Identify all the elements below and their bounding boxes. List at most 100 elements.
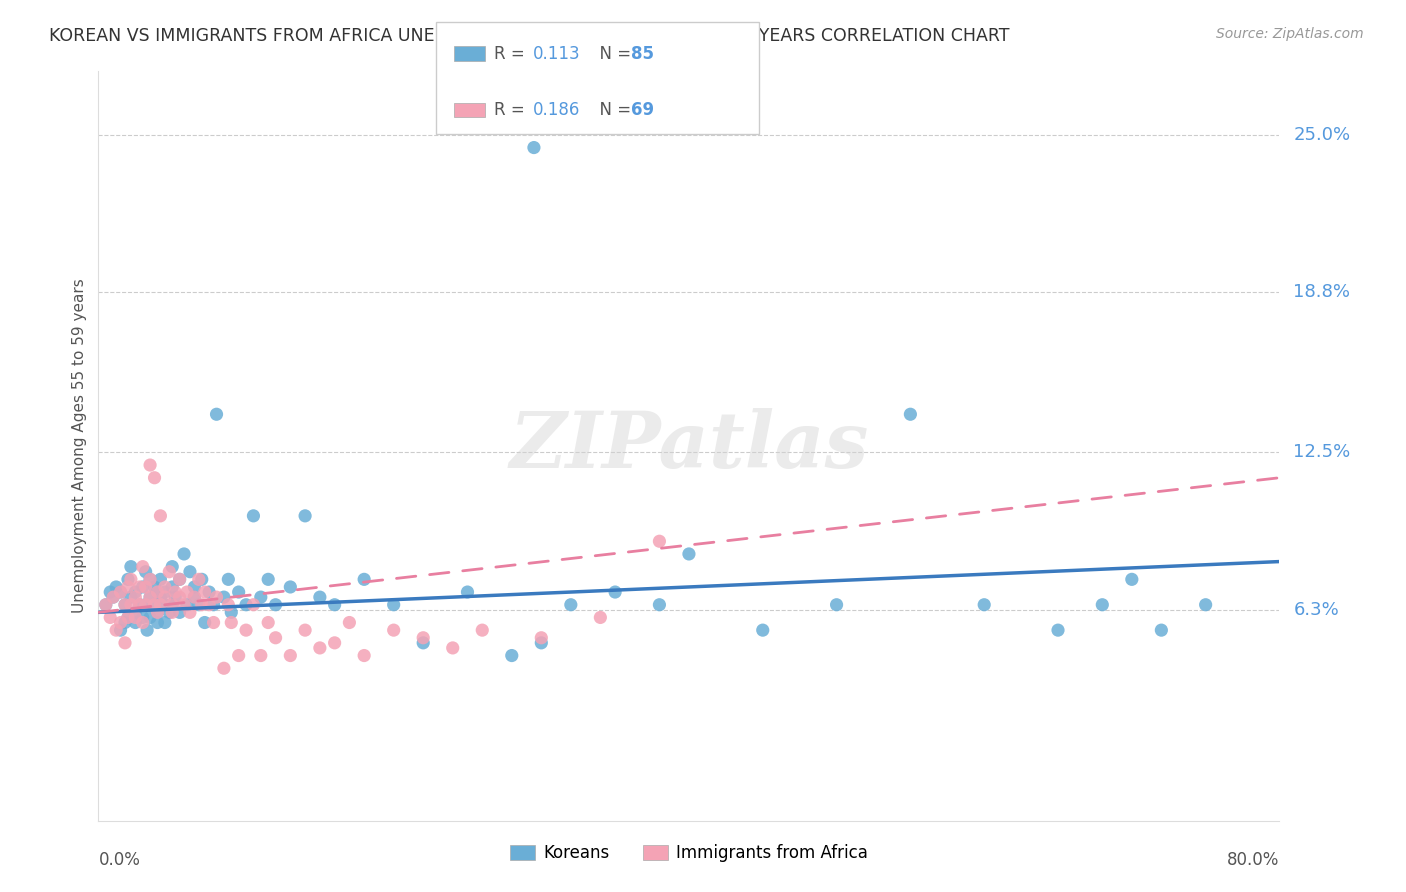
Point xyxy=(825,598,848,612)
Point xyxy=(353,648,375,663)
Point xyxy=(242,598,264,612)
Point xyxy=(1121,572,1143,586)
Point xyxy=(242,508,264,523)
Point xyxy=(441,640,464,655)
Point xyxy=(110,585,132,599)
Point xyxy=(250,648,273,663)
Point xyxy=(221,606,243,620)
Point xyxy=(169,572,191,586)
Text: N =: N = xyxy=(589,101,637,119)
Point xyxy=(157,606,180,620)
Point xyxy=(648,534,671,549)
Text: 69: 69 xyxy=(631,101,654,119)
Point xyxy=(149,508,172,523)
Point xyxy=(530,631,553,645)
Point xyxy=(1195,598,1218,612)
Point xyxy=(194,615,217,630)
Point xyxy=(1150,623,1173,637)
Point xyxy=(124,590,146,604)
Point xyxy=(139,590,162,604)
Point xyxy=(1091,598,1114,612)
Point xyxy=(135,598,157,612)
Point xyxy=(103,590,125,604)
Point xyxy=(183,580,205,594)
Point xyxy=(165,590,187,604)
Point xyxy=(605,585,627,599)
Point xyxy=(139,458,162,472)
Text: R =: R = xyxy=(494,45,530,62)
Point xyxy=(264,631,287,645)
Point xyxy=(217,598,239,612)
Point xyxy=(235,623,257,637)
Point xyxy=(900,407,922,421)
Point xyxy=(98,610,121,624)
Point xyxy=(264,598,287,612)
Point xyxy=(153,598,176,612)
Point xyxy=(157,565,180,579)
Point xyxy=(149,590,172,604)
Point xyxy=(153,580,176,594)
Point xyxy=(124,610,146,624)
Point xyxy=(257,572,280,586)
Point xyxy=(139,590,162,604)
Point xyxy=(110,585,132,599)
Point xyxy=(1046,623,1070,637)
Text: 0.186: 0.186 xyxy=(533,101,581,119)
Text: KOREAN VS IMMIGRANTS FROM AFRICA UNEMPLOYMENT AMONG AGES 55 TO 59 YEARS CORRELAT: KOREAN VS IMMIGRANTS FROM AFRICA UNEMPLO… xyxy=(49,27,1010,45)
Legend: Koreans, Immigrants from Africa: Koreans, Immigrants from Africa xyxy=(503,838,875,869)
Point xyxy=(173,547,195,561)
Point xyxy=(179,606,201,620)
Point xyxy=(153,590,176,604)
Point xyxy=(143,471,166,485)
Point xyxy=(114,598,136,612)
Point xyxy=(412,631,434,645)
Point xyxy=(98,585,121,599)
Point xyxy=(973,598,995,612)
Point xyxy=(153,615,176,630)
Point xyxy=(228,585,250,599)
Point xyxy=(162,598,183,612)
Point xyxy=(114,636,136,650)
Point xyxy=(124,615,146,630)
Point xyxy=(382,598,405,612)
Point xyxy=(309,590,332,604)
Point xyxy=(149,572,172,586)
Point xyxy=(103,590,125,604)
Point xyxy=(132,559,155,574)
Point xyxy=(139,610,162,624)
Point xyxy=(191,572,214,586)
Point xyxy=(162,606,183,620)
Point xyxy=(648,598,671,612)
Point xyxy=(124,606,146,620)
Point xyxy=(202,615,225,630)
Point xyxy=(128,598,150,612)
Point xyxy=(128,598,150,612)
Point xyxy=(94,598,117,612)
Point xyxy=(146,606,169,620)
Point xyxy=(752,623,775,637)
Point xyxy=(294,623,316,637)
Text: 25.0%: 25.0% xyxy=(1294,126,1351,144)
Point xyxy=(117,610,139,624)
Point xyxy=(128,580,150,594)
Point xyxy=(117,610,139,624)
Text: ZIPatlas: ZIPatlas xyxy=(509,408,869,484)
Point xyxy=(235,598,257,612)
Point xyxy=(323,598,346,612)
Point xyxy=(198,598,221,612)
Point xyxy=(94,598,117,612)
Point xyxy=(110,623,132,637)
Point xyxy=(149,598,172,612)
Point xyxy=(120,559,142,574)
Text: 85: 85 xyxy=(631,45,654,62)
Point xyxy=(162,598,183,612)
Text: N =: N = xyxy=(589,45,637,62)
Point xyxy=(162,559,183,574)
Point xyxy=(191,598,214,612)
Point xyxy=(217,572,239,586)
Point xyxy=(143,580,166,594)
Point xyxy=(412,636,434,650)
Point xyxy=(257,615,280,630)
Point xyxy=(183,590,205,604)
Point xyxy=(120,598,142,612)
